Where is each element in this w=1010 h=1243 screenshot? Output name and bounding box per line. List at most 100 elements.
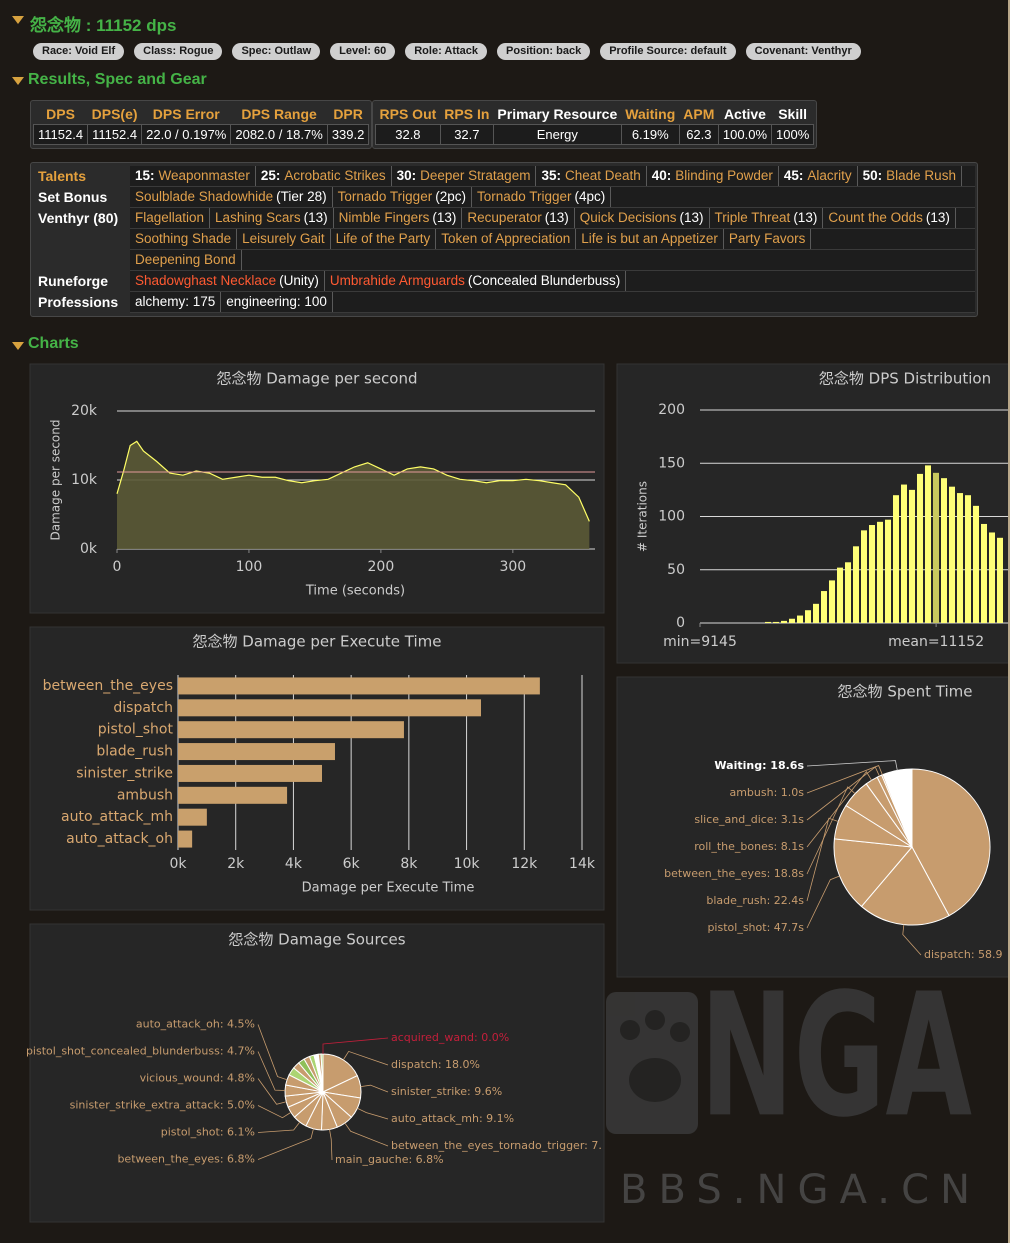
histogram-bar [861, 530, 867, 623]
histogram-bar [997, 537, 1003, 623]
table: DPS DPS(e) DPS Error DPS Range DPR 11152.4 11… [32, 104, 370, 145]
talent-item: 45: Alacrity [779, 166, 858, 186]
leader-line [257, 1051, 286, 1091]
watermark-paw [620, 1020, 640, 1040]
row-items: Shadowghast Necklace (Unity) Umbrahide Arm… [130, 271, 975, 292]
talent-item: 50: Blade Rush [858, 166, 962, 186]
leader-line [257, 1105, 292, 1119]
leader-line [257, 1128, 314, 1160]
data-label: ambush: 1.0s [729, 786, 804, 799]
row-items: 15: Weaponmaster 25: Acrobatic Strikes 30: De… [130, 166, 975, 187]
talent-name: Umbrahide Armguards [329, 273, 465, 288]
talent-name: Cheat Death [564, 168, 641, 183]
talent-row: Set Bonus Soulblade Shadowhide (Tier 28) To… [33, 187, 975, 208]
talent-row: Runeforge Shadowghast Necklace (Unity) Umbr… [33, 271, 975, 292]
talent-detail: (13) [925, 210, 950, 225]
cell: 339.2 [326, 124, 370, 145]
row-items: Flagellation Lashing Scars (13) Nimble Fing… [130, 208, 975, 229]
histogram-bar [813, 603, 819, 623]
histogram-bar [893, 495, 899, 623]
y-tick-label: 10k [71, 472, 98, 488]
data-label: dispatch: 18.0% [391, 1058, 480, 1071]
tag: Role: Attack [405, 43, 488, 60]
talent-item: Life is but an Appetizer [576, 229, 724, 249]
chart-title: 怨念物 Damage Sources [228, 931, 405, 949]
pie-slice [833, 838, 913, 908]
collapse-arrow[interactable] [12, 16, 24, 24]
header-cell: DPR [333, 106, 363, 122]
tag: Position: back [497, 43, 591, 60]
talent-row: Professions alchemy: 175 engineering: 100 [33, 292, 975, 313]
cell: 100.0% [717, 124, 773, 145]
histogram-bar [805, 610, 811, 623]
talent-name: Tornado Trigger [476, 189, 572, 204]
data-label: dispatch: 58.9 [924, 948, 1003, 961]
histogram-bar [853, 546, 859, 623]
talent-rank: 15: [135, 168, 155, 183]
talent-name: Soulblade Shadowhide [135, 189, 274, 204]
histogram-bar [965, 495, 971, 623]
y-tick-label: 0k [80, 541, 98, 557]
chart-plots: 0k 10k 20k Damage per second 0 100 200 300 Time … [26, 402, 1008, 1166]
tag-list: Race: Void Elf Class: Rogue Spec: Outlaw Le… [33, 43, 861, 60]
cell: 6.19% [620, 124, 680, 145]
section-title[interactable]: Results, Spec and Gear [28, 71, 207, 88]
tag: Covenant: Venthyr [745, 43, 861, 60]
talent-name: Acrobatic Strikes [284, 168, 386, 183]
watermark-paw [645, 1010, 665, 1030]
row-items: Soulblade Shadowhide (Tier 28) Tornado Tri… [130, 187, 975, 208]
data-label: slice_and_dice: 3.1s [694, 813, 804, 826]
bar [178, 743, 335, 761]
talent-item: Quick Decisions (13) [575, 208, 710, 228]
row-label: Runeforge [38, 273, 108, 289]
y-tick-label: pistol_shot [98, 722, 174, 738]
x-tick-label: 0 [113, 559, 122, 575]
section-title[interactable]: Charts [28, 335, 79, 352]
talent-name: engineering: 100 [226, 294, 327, 309]
histogram-bar [989, 532, 995, 623]
histogram-bar [821, 591, 827, 623]
talent-item: Party Favors [724, 229, 812, 249]
talent-rank: 50: [862, 168, 883, 183]
talent-name: Quick Decisions [579, 210, 677, 225]
talent-detail: (13) [544, 210, 569, 225]
histogram-bar [917, 473, 923, 623]
talent-row: Deepening Bond [33, 250, 975, 271]
watermark-logo: NGA [700, 957, 972, 1155]
talent-rank: 25: [260, 168, 281, 183]
data-label: sinister_strike_extra_attack: 5.0% [70, 1099, 255, 1112]
leader-line [257, 1024, 288, 1081]
table: RPS Out RPS In Primary Resource Waiting APM A… [375, 104, 815, 145]
collapse-arrow[interactable] [12, 342, 24, 350]
chart-title: 怨念物 Spent Time [838, 683, 973, 701]
row-items: alchemy: 175 engineering: 100 [130, 292, 975, 313]
pie-slice [911, 768, 991, 917]
cell: 11152.4 [32, 124, 89, 145]
histogram-bar [837, 567, 843, 623]
data-label: pistol_shot_concealed_blunderbuss: 4.7% [26, 1045, 255, 1058]
leader-line [360, 1084, 389, 1093]
leader-line [806, 766, 880, 821]
resource-table: RPS Out RPS In Primary Resource Waiting APM A… [372, 100, 818, 149]
histogram-bar [957, 493, 963, 623]
leader-line [257, 1078, 287, 1105]
data-label: between_the_eyes_tornado_trigger: 7. [391, 1139, 602, 1152]
talent-name: Shadowghast Necklace [135, 273, 277, 288]
talent-item: Leisurely Gait [237, 229, 331, 249]
talent-detail: (Concealed Blunderbuss) [467, 273, 621, 288]
talent-row: Soothing Shade Leisurely Gait Life of the … [33, 229, 975, 250]
leader-line [357, 1107, 389, 1120]
histogram-bar [773, 621, 779, 623]
histogram-bar [933, 472, 939, 623]
talent-name: Weaponmaster [158, 168, 250, 183]
bar [178, 786, 288, 804]
histogram-bar [797, 615, 803, 623]
bar [178, 677, 540, 695]
collapse-arrow[interactable] [12, 77, 24, 85]
y-tick-label: 200 [658, 402, 685, 418]
talent-item: Soothing Shade [130, 229, 238, 249]
histogram-bar [973, 505, 979, 623]
talent-name: Blinding Powder [675, 168, 773, 183]
